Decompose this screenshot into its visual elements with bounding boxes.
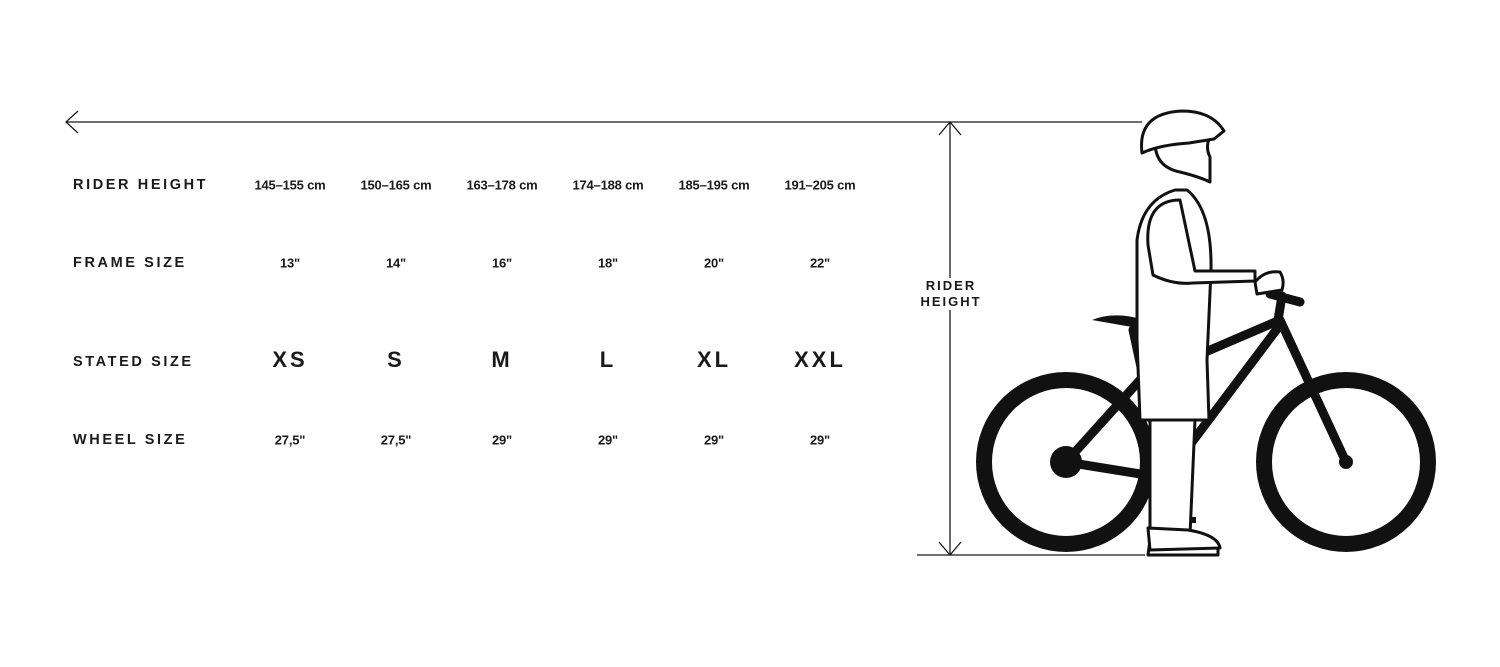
rider-height-cell: 163–178 cm	[466, 177, 538, 193]
stated-size-cell: L	[599, 347, 617, 372]
row-label-stated-size: STATED SIZE	[73, 354, 194, 370]
wheel-size-cell: 27,5"	[274, 432, 306, 448]
stated-size-cell: XXL	[794, 347, 846, 372]
rider-height-cell: 174–188 cm	[572, 177, 644, 193]
frame-size-cell: 16"	[491, 255, 513, 271]
stated-size-cell: M	[491, 347, 513, 372]
row-label-wheel-size: WHEEL SIZE	[73, 432, 188, 448]
rider-figure-icon	[1135, 109, 1285, 557]
rider-height-label-line2: HEIGHT	[920, 294, 982, 309]
rider-height-cell: 145–155 cm	[254, 177, 326, 193]
rider-height-measure-label: RIDER HEIGHT	[910, 278, 992, 310]
stated-size-cell: XS	[272, 347, 308, 372]
arrow-left-icon	[65, 110, 79, 134]
rider-height-cell: 150–165 cm	[360, 177, 432, 193]
wheel-size-cell: 27,5"	[380, 432, 412, 448]
wheel-size-cell: 29"	[597, 432, 619, 448]
row-label-rider-height: RIDER HEIGHT	[73, 177, 209, 193]
stated-size-cell: S	[387, 347, 405, 372]
frame-size-cell: 20"	[703, 255, 725, 271]
frame-size-cell: 14"	[385, 255, 407, 271]
frame-size-cell: 18"	[597, 255, 619, 271]
rider-height-label-line1: RIDER	[925, 278, 977, 293]
wheel-size-cell: 29"	[809, 432, 831, 448]
frame-size-cell: 22"	[809, 255, 831, 271]
frame-size-cell: 13"	[279, 255, 301, 271]
stated-size-cell: XL	[696, 347, 732, 372]
rider-height-cell: 185–195 cm	[678, 177, 750, 193]
rider-height-cell: 191–205 cm	[784, 177, 856, 193]
wheel-size-cell: 29"	[491, 432, 513, 448]
wheel-size-cell: 29"	[703, 432, 725, 448]
row-label-frame-size: FRAME SIZE	[73, 255, 187, 271]
